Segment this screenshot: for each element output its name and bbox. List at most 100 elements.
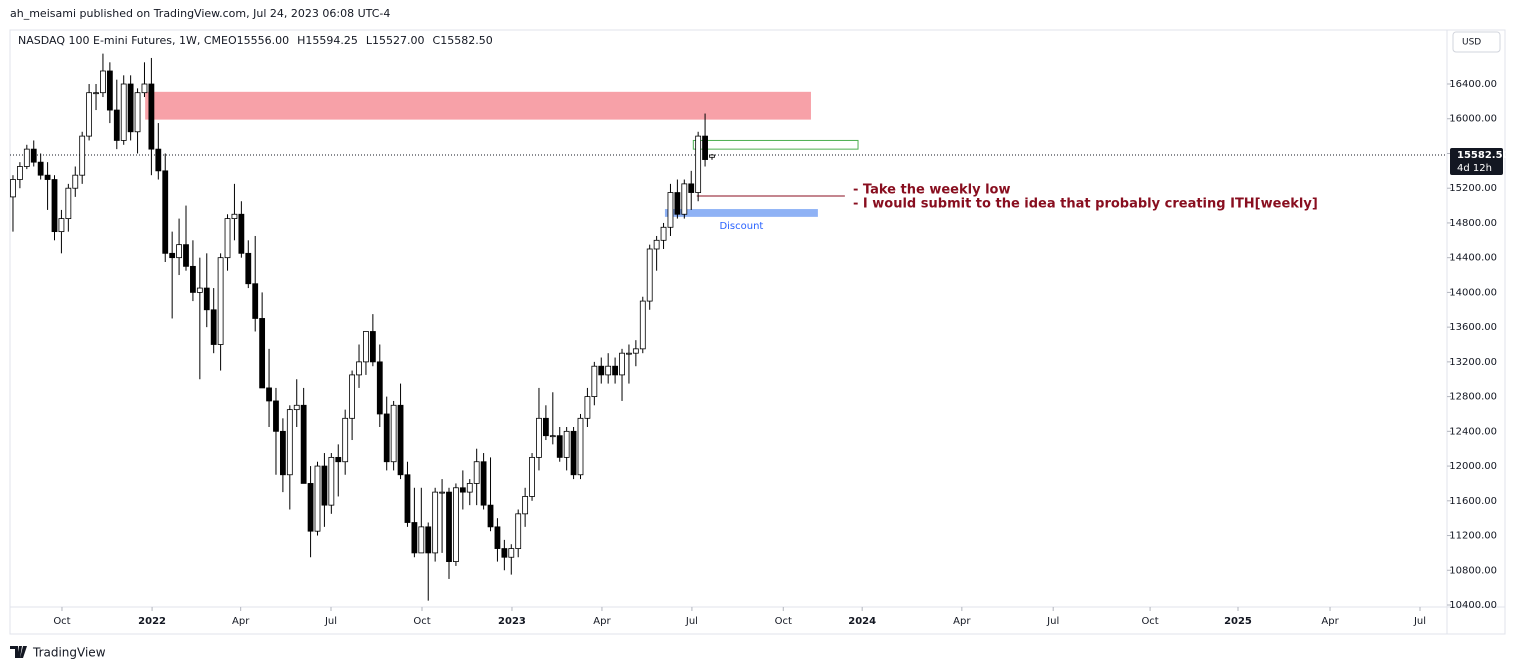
- candle-body: [113, 109, 120, 141]
- candle-body: [439, 491, 445, 494]
- candle-body: [141, 83, 148, 94]
- y-tick-label: 11600.00: [1449, 496, 1497, 507]
- candle-body: [584, 396, 591, 419]
- candle-body: [598, 365, 605, 376]
- candle-body: [86, 92, 93, 137]
- last-price-box: [1450, 147, 1503, 175]
- currency-label[interactable]: USD: [1462, 38, 1481, 48]
- candle-body: [515, 513, 522, 549]
- x-tick-label: Apr: [593, 616, 611, 627]
- candle-body: [349, 374, 356, 419]
- candle-body: [245, 252, 252, 285]
- y-tick-label: 14000.00: [1449, 287, 1497, 298]
- footer-brand: TradingView: [32, 646, 106, 660]
- candle-body: [459, 487, 466, 493]
- x-tick-label: Oct: [413, 616, 430, 627]
- y-tick-label: 12400.00: [1449, 426, 1497, 437]
- candle-body: [176, 244, 182, 259]
- candle-body: [79, 135, 86, 176]
- candle-body: [453, 487, 459, 562]
- candle-body: [681, 183, 688, 215]
- candle-body: [58, 218, 65, 233]
- zone: [145, 91, 811, 120]
- candle-body: [632, 348, 639, 354]
- countdown-label: 4d 12h: [1457, 163, 1492, 174]
- candle-body: [169, 252, 176, 259]
- candle-body: [487, 504, 494, 528]
- candle-body: [577, 417, 584, 476]
- candle-body: [190, 265, 196, 293]
- candle-body: [612, 365, 618, 376]
- x-tick-label: 2024: [848, 616, 876, 627]
- zone: [664, 209, 818, 217]
- y-tick-label: 10400.00: [1449, 600, 1497, 611]
- candle-body: [369, 331, 376, 363]
- y-tick-label: 10800.00: [1449, 565, 1497, 576]
- candle-body: [432, 491, 439, 554]
- x-tick-label: Oct: [53, 616, 70, 627]
- candle-body: [342, 417, 349, 463]
- candle-body: [217, 257, 224, 345]
- candle-body: [307, 483, 314, 532]
- ohlc-value: H15594.25: [297, 34, 358, 47]
- x-tick-label: Oct: [1141, 616, 1158, 627]
- candle-body: [646, 248, 653, 302]
- y-tick-label: 14400.00: [1449, 253, 1497, 264]
- candle-body: [425, 526, 432, 554]
- ohlc-value: O15556.00: [228, 34, 289, 47]
- candle-body: [639, 300, 646, 350]
- candle-body: [542, 417, 549, 437]
- y-tick-label: 13600.00: [1449, 322, 1497, 333]
- candle-body: [134, 92, 141, 133]
- candle-body: [653, 239, 660, 250]
- candle-body: [224, 218, 231, 259]
- candle-body: [155, 148, 162, 172]
- candle-body: [196, 287, 203, 293]
- x-tick-label: Jul: [685, 616, 698, 627]
- candle-body: [473, 461, 480, 484]
- x-tick-label: 2025: [1224, 616, 1252, 627]
- candle-body: [65, 187, 72, 219]
- candle-body: [148, 83, 155, 150]
- candle-body: [37, 161, 44, 176]
- y-tick-label: 16400.00: [1449, 79, 1497, 90]
- candle-body: [563, 430, 570, 458]
- tv-logo: [10, 646, 27, 658]
- candle-body: [619, 352, 625, 376]
- chart-title: NASDAQ 100 E-mini Futures, 1W, CME: [18, 34, 228, 47]
- y-tick-label: 13200.00: [1449, 357, 1497, 368]
- candle-body: [549, 435, 556, 438]
- candle-body: [183, 244, 189, 267]
- zone: [692, 139, 859, 150]
- candle-body: [591, 365, 598, 398]
- y-tick-label: 12800.00: [1449, 392, 1497, 403]
- x-tick-label: 2022: [138, 616, 166, 627]
- zone-label: Discount: [719, 221, 763, 232]
- candle-body: [328, 456, 335, 506]
- y-tick-label: 16000.00: [1449, 114, 1497, 125]
- candle-body: [210, 309, 217, 345]
- y-tick-label: 15200.00: [1449, 183, 1497, 194]
- candle-body: [356, 361, 362, 376]
- x-tick-label: Jul: [324, 616, 337, 627]
- candle-body: [390, 404, 397, 463]
- candle-body: [508, 548, 515, 558]
- candle-body: [709, 154, 715, 158]
- candle-body: [418, 526, 425, 554]
- y-tick-label: 12000.00: [1449, 461, 1497, 472]
- candle-body: [397, 404, 404, 476]
- candle-body: [203, 287, 210, 311]
- publish-header: ah_meisami published on TradingView.com,…: [10, 7, 390, 20]
- candle-body: [279, 430, 286, 476]
- candle-body: [376, 361, 383, 415]
- candle-body: [51, 179, 58, 233]
- candle-body: [688, 183, 695, 193]
- x-tick-label: Jul: [1413, 616, 1426, 627]
- candle-body: [44, 174, 51, 180]
- currency-button[interactable]: [1452, 31, 1501, 53]
- candle-body: [314, 465, 321, 532]
- candle-body: [286, 409, 293, 476]
- y-tick-label: 14800.00: [1449, 218, 1497, 229]
- candle-body: [231, 213, 238, 219]
- candle-body: [660, 226, 667, 241]
